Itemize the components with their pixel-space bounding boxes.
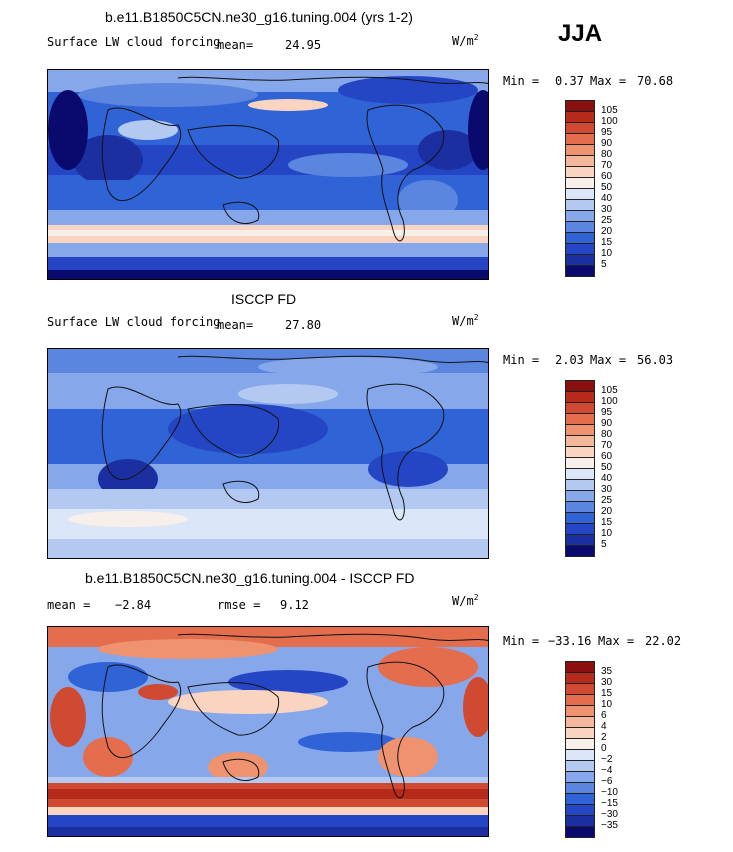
colorbar-label: 25 <box>601 495 613 506</box>
colorbar-box <box>565 826 595 838</box>
colorbar-label: 20 <box>601 226 613 237</box>
panel2-colorbar: 105 100 95 90 80 70 60 50 40 30 25 20 15 10 5 <box>565 380 618 557</box>
panel2-max-value: 56.03 <box>637 353 674 367</box>
colorbar-label: 40 <box>601 473 613 484</box>
colorbar-label: 80 <box>601 429 613 440</box>
panel2-min-label: Min = <box>503 353 540 367</box>
panel3-min-value: −33.16 <box>548 634 592 648</box>
panel1-variable-label: Surface LW cloud forcing <box>47 35 221 49</box>
colorbar-label: −35 <box>601 820 618 831</box>
panel3-rmse-label: rmse = <box>217 598 261 612</box>
panel1-map-svg <box>48 70 488 279</box>
colorbar-label: 20 <box>601 506 613 517</box>
panel2-mean-label: mean= <box>217 318 254 332</box>
colorbar-label: 10 <box>601 699 613 710</box>
colorbar-label: −4 <box>601 765 613 776</box>
panel1-map <box>47 69 489 280</box>
panel1-min-label: Min = <box>503 74 540 88</box>
colorbar-label: 80 <box>601 149 613 160</box>
colorbar-label: 70 <box>601 160 613 171</box>
panel1-max-label: Max = <box>590 74 627 88</box>
colorbar-label: 10 <box>601 248 613 259</box>
panel3-title: b.e11.B1850C5CN.ne30_g16.tuning.004 - IS… <box>85 570 415 586</box>
colorbar-label: 6 <box>601 710 607 721</box>
panel3-units: W/m2 <box>452 593 479 608</box>
colorbar-label: 50 <box>601 182 613 193</box>
panel2-map <box>47 348 489 559</box>
panel3-rmse-value: 9.12 <box>280 598 309 612</box>
panel1-min-value: 0.37 <box>555 74 584 88</box>
panel3-max-label: Max = <box>598 634 635 648</box>
panel3-mean-value: −2.84 <box>115 598 152 612</box>
colorbar-label: 30 <box>601 204 613 215</box>
panel1-mean-value: 24.95 <box>285 38 322 52</box>
colorbar-label: −2 <box>601 754 613 765</box>
panel2-min-value: 2.03 <box>555 353 584 367</box>
panel3-min-label: Min = <box>503 634 540 648</box>
panel2-max-label: Max = <box>590 353 627 367</box>
season-label: JJA <box>558 20 603 47</box>
colorbar-label: 90 <box>601 138 613 149</box>
colorbar-label: 60 <box>601 451 613 462</box>
panel2-map-svg <box>48 349 488 558</box>
colorbar-label: 40 <box>601 193 613 204</box>
colorbar-label: 15 <box>601 517 613 528</box>
panel1-colorbar: 105 100 95 90 80 70 60 50 40 30 25 20 15 10 5 <box>565 100 618 277</box>
colorbar-label: 50 <box>601 462 613 473</box>
panel1-units: W/m2 <box>452 33 479 48</box>
colorbar-label: −15 <box>601 798 618 809</box>
colorbar-label: 105 <box>601 385 618 396</box>
panel1-title: b.e11.B1850C5CN.ne30_g16.tuning.004 (yrs… <box>105 9 413 25</box>
colorbar-label: 100 <box>601 116 618 127</box>
colorbar-label: 70 <box>601 440 613 451</box>
colorbar-label: −10 <box>601 787 618 798</box>
panel2-title: ISCCP FD <box>231 291 297 307</box>
colorbar-label: 5 <box>601 539 607 550</box>
panel1-max-value: 70.68 <box>637 74 674 88</box>
colorbar-label: 10 <box>601 528 613 539</box>
panel2-units: W/m2 <box>452 313 479 328</box>
colorbar-label: 100 <box>601 396 618 407</box>
panel2-variable-label: Surface LW cloud forcing <box>47 315 221 329</box>
panel3-map <box>47 626 489 837</box>
colorbar-label: 15 <box>601 688 613 699</box>
colorbar-label: 35 <box>601 666 613 677</box>
colorbar-label: 25 <box>601 215 613 226</box>
panel2-mean-value: 27.80 <box>285 318 322 332</box>
colorbar-label: 30 <box>601 677 613 688</box>
colorbar-box <box>565 545 595 557</box>
colorbar-label: 4 <box>601 721 607 732</box>
colorbar-label: 60 <box>601 171 613 182</box>
colorbar-label: 30 <box>601 484 613 495</box>
panel3-max-value: 22.02 <box>645 634 682 648</box>
panel3-mean-label: mean = <box>47 598 91 612</box>
panel3-map-svg <box>48 627 488 836</box>
colorbar-label: −30 <box>601 809 618 820</box>
colorbar-label: 5 <box>601 259 607 270</box>
colorbar-label: −6 <box>601 776 613 787</box>
colorbar-label: 95 <box>601 127 613 138</box>
colorbar-label: 2 <box>601 732 607 743</box>
colorbar-label: 105 <box>601 105 618 116</box>
colorbar-label: 95 <box>601 407 613 418</box>
colorbar-box <box>565 265 595 277</box>
colorbar-label: 90 <box>601 418 613 429</box>
panel3-colorbar: 35 30 15 10 6 4 2 0 −2 −4 −6 −10 −15 −30 −35 <box>565 661 618 838</box>
panel1-mean-label: mean= <box>217 38 254 52</box>
colorbar-label: 0 <box>601 743 607 754</box>
colorbar-label: 15 <box>601 237 613 248</box>
